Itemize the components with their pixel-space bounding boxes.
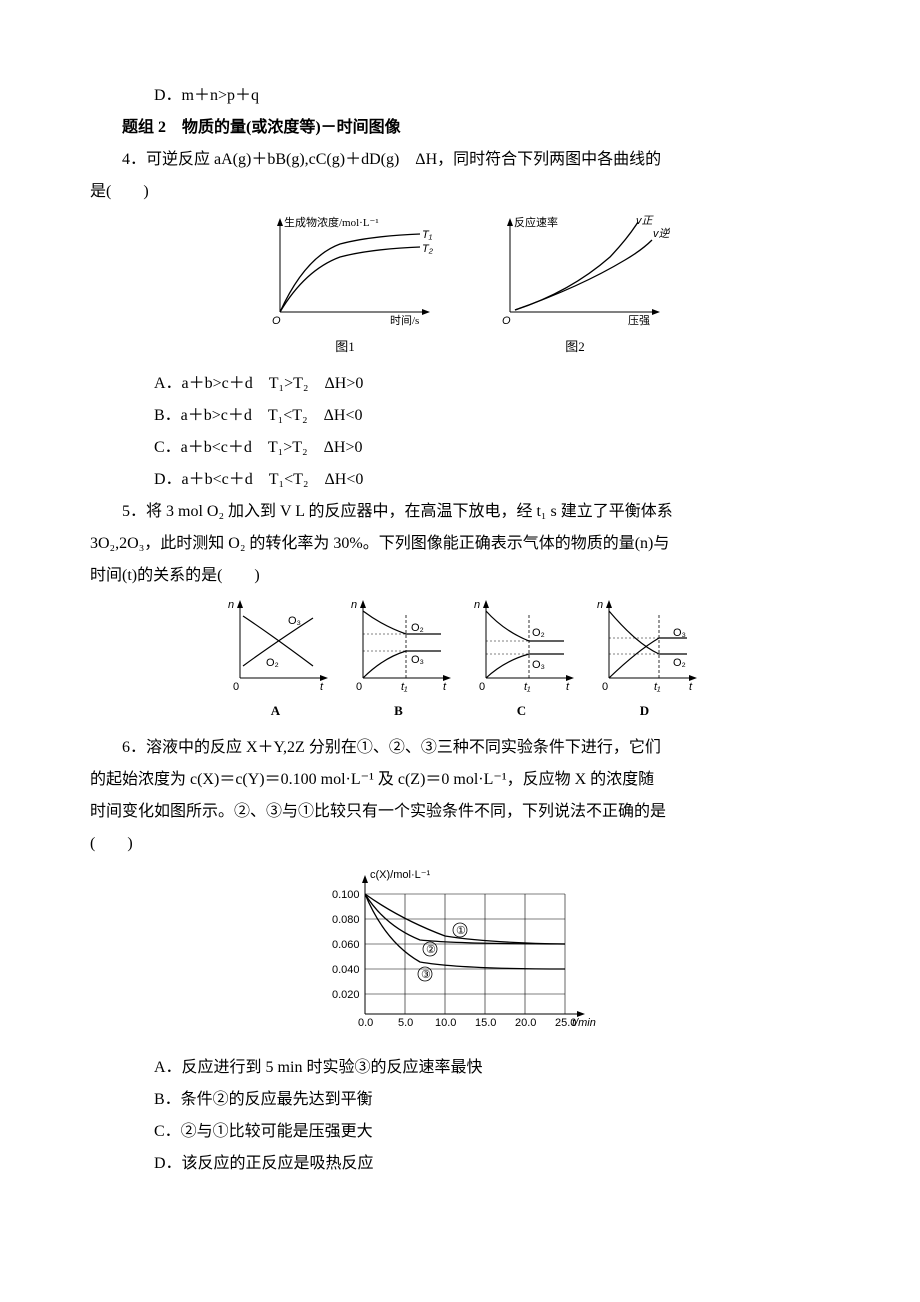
svg-text:20.0: 20.0 bbox=[515, 1017, 536, 1029]
svg-text:0: 0 bbox=[233, 681, 239, 693]
q4-figure-row: 生成物浓度/mol·L⁻¹ 时间/s T₁ T₂ O 图1 反应速率 压强 v正 bbox=[90, 212, 830, 360]
svg-text:t₁: t₁ bbox=[654, 681, 661, 693]
fig2-vrev: v逆 bbox=[653, 227, 670, 240]
svg-text:t₁: t₁ bbox=[524, 681, 531, 693]
svg-text:①: ① bbox=[456, 925, 466, 937]
q5-stem-2: 3O₂,2O₃，此时测知 O₂ 的转化率为 30%。下列图像能正确表示气体的物质… bbox=[90, 528, 830, 560]
fig1-ylabel: 生成物浓度/mol·L⁻¹ bbox=[284, 215, 379, 229]
q5-fig-d: n t 0 t₁ O₃ O₂ D bbox=[587, 596, 702, 724]
svg-text:t/min: t/min bbox=[572, 1017, 596, 1029]
svg-text:O₂: O₂ bbox=[532, 627, 545, 639]
q5-sub-c: C bbox=[464, 698, 579, 724]
fig1-t2: T₂ bbox=[422, 243, 434, 255]
q4-stem-2: 是( ) bbox=[90, 176, 830, 208]
svg-text:③: ③ bbox=[421, 969, 431, 981]
q4-stem-1: 4．可逆反应 aA(g)＋bB(g),cC(g)＋dD(g) ΔH，同时符合下列… bbox=[90, 144, 830, 176]
fig2-origin: O bbox=[502, 315, 511, 327]
q5-fig-c: n t 0 t₁ O₂ O₃ C bbox=[464, 596, 579, 724]
q5-fig-a: n t 0 O₃ O₂ A bbox=[218, 596, 333, 724]
q4-fig1: 生成物浓度/mol·L⁻¹ 时间/s T₁ T₂ O 图1 bbox=[250, 212, 440, 360]
svg-text:0.100: 0.100 bbox=[332, 889, 360, 901]
svg-text:O₃: O₃ bbox=[288, 615, 301, 627]
q4-option-d: D．a＋b<c＋d T₁<T₂ ΔH<0 bbox=[122, 464, 830, 496]
q6-stem-1: 6．溶液中的反应 X＋Y,2Z 分别在①、②、③三种不同实验条件下进行，它们 bbox=[90, 732, 830, 764]
fig1-svg: 生成物浓度/mol·L⁻¹ 时间/s T₁ T₂ O bbox=[250, 212, 440, 332]
svg-text:O₃: O₃ bbox=[673, 627, 686, 639]
q6-option-b: B．条件②的反应最先达到平衡 bbox=[122, 1084, 830, 1116]
svg-text:0.080: 0.080 bbox=[332, 914, 360, 926]
q5-fig-b: n t 0 t₁ O₂ O₃ B bbox=[341, 596, 456, 724]
q5-figure-row: n t 0 O₃ O₂ A n t 0 t₁ O₂ bbox=[90, 596, 830, 724]
svg-text:0.020: 0.020 bbox=[332, 989, 360, 1001]
q5-stem-3: 时间(t)的关系的是( ) bbox=[90, 560, 830, 592]
q-option-d-top: D．m＋n>p＋q bbox=[122, 80, 830, 112]
fig2-vfwd: v正 bbox=[636, 215, 655, 227]
svg-text:5.0: 5.0 bbox=[398, 1017, 413, 1029]
q5-sub-a: A bbox=[218, 698, 333, 724]
svg-text:t: t bbox=[689, 681, 693, 693]
svg-text:O₂: O₂ bbox=[411, 622, 424, 634]
q4-option-b: B．a＋b>c＋d T₁<T₂ ΔH<0 bbox=[122, 400, 830, 432]
svg-text:O₂: O₂ bbox=[266, 657, 279, 669]
fig2-svg: 反应速率 压强 v正 v逆 O bbox=[480, 212, 670, 332]
q6-stem-3: 时间变化如图所示。②、③与①比较只有一个实验条件不同，下列说法不正确的是 bbox=[90, 796, 830, 828]
fig1-t1: T₁ bbox=[422, 229, 433, 241]
q4-option-c: C．a＋b<c＋d T₁>T₂ ΔH>0 bbox=[122, 432, 830, 464]
svg-text:t: t bbox=[443, 681, 447, 693]
q6-stem-2: 的起始浓度为 c(X)＝c(Y)＝0.100 mol·L⁻¹ 及 c(Z)＝0 … bbox=[90, 764, 830, 796]
fig2-caption: 图2 bbox=[480, 334, 670, 360]
svg-text:10.0: 10.0 bbox=[435, 1017, 456, 1029]
q6-stem-4: ( ) bbox=[90, 828, 830, 860]
q5-sub-b: B bbox=[341, 698, 456, 724]
svg-text:t: t bbox=[320, 681, 324, 693]
q5-stem-1: 5．将 3 mol O₂ 加入到 V L 的反应器中，在高温下放电，经 t₁ s… bbox=[90, 496, 830, 528]
fig2-xlabel: 压强 bbox=[628, 314, 650, 327]
svg-text:0.040: 0.040 bbox=[332, 964, 360, 976]
q6-chart: 0.020 0.040 0.060 0.080 0.100 0.0 5.0 10… bbox=[310, 864, 610, 1044]
svg-text:c(X)/mol·L⁻¹: c(X)/mol·L⁻¹ bbox=[370, 869, 431, 881]
q4-option-a: A．a＋b>c＋d T₁>T₂ ΔH>0 bbox=[122, 368, 830, 400]
svg-text:n: n bbox=[228, 599, 234, 611]
q6-figure-row: 0.020 0.040 0.060 0.080 0.100 0.0 5.0 10… bbox=[90, 864, 830, 1044]
q6-option-c: C．②与①比较可能是压强更大 bbox=[122, 1116, 830, 1148]
svg-text:t₁: t₁ bbox=[401, 681, 408, 693]
svg-text:0: 0 bbox=[356, 681, 362, 693]
svg-text:O₂: O₂ bbox=[673, 657, 686, 669]
q4-fig2: 反应速率 压强 v正 v逆 O 图2 bbox=[480, 212, 670, 360]
fig1-origin: O bbox=[272, 315, 281, 327]
group-2-heading: 题组 2 物质的量(或浓度等)－时间图像 bbox=[90, 112, 830, 144]
svg-text:0: 0 bbox=[602, 681, 608, 693]
svg-text:O₃: O₃ bbox=[532, 659, 545, 671]
svg-text:O₃: O₃ bbox=[411, 654, 424, 666]
fig2-ylabel: 反应速率 bbox=[514, 215, 558, 229]
svg-text:15.0: 15.0 bbox=[475, 1017, 496, 1029]
svg-text:0.0: 0.0 bbox=[358, 1017, 373, 1029]
q6-option-a: A．反应进行到 5 min 时实验③的反应速率最快 bbox=[122, 1052, 830, 1084]
fig1-xlabel: 时间/s bbox=[390, 314, 419, 327]
q6-option-d: D．该反应的正反应是吸热反应 bbox=[122, 1148, 830, 1180]
svg-text:n: n bbox=[474, 599, 480, 611]
svg-text:t: t bbox=[566, 681, 570, 693]
svg-text:②: ② bbox=[426, 944, 436, 956]
svg-text:0.060: 0.060 bbox=[332, 939, 360, 951]
svg-text:n: n bbox=[597, 599, 603, 611]
fig1-caption: 图1 bbox=[250, 334, 440, 360]
svg-text:n: n bbox=[351, 599, 357, 611]
q5-sub-d: D bbox=[587, 698, 702, 724]
svg-text:0: 0 bbox=[479, 681, 485, 693]
